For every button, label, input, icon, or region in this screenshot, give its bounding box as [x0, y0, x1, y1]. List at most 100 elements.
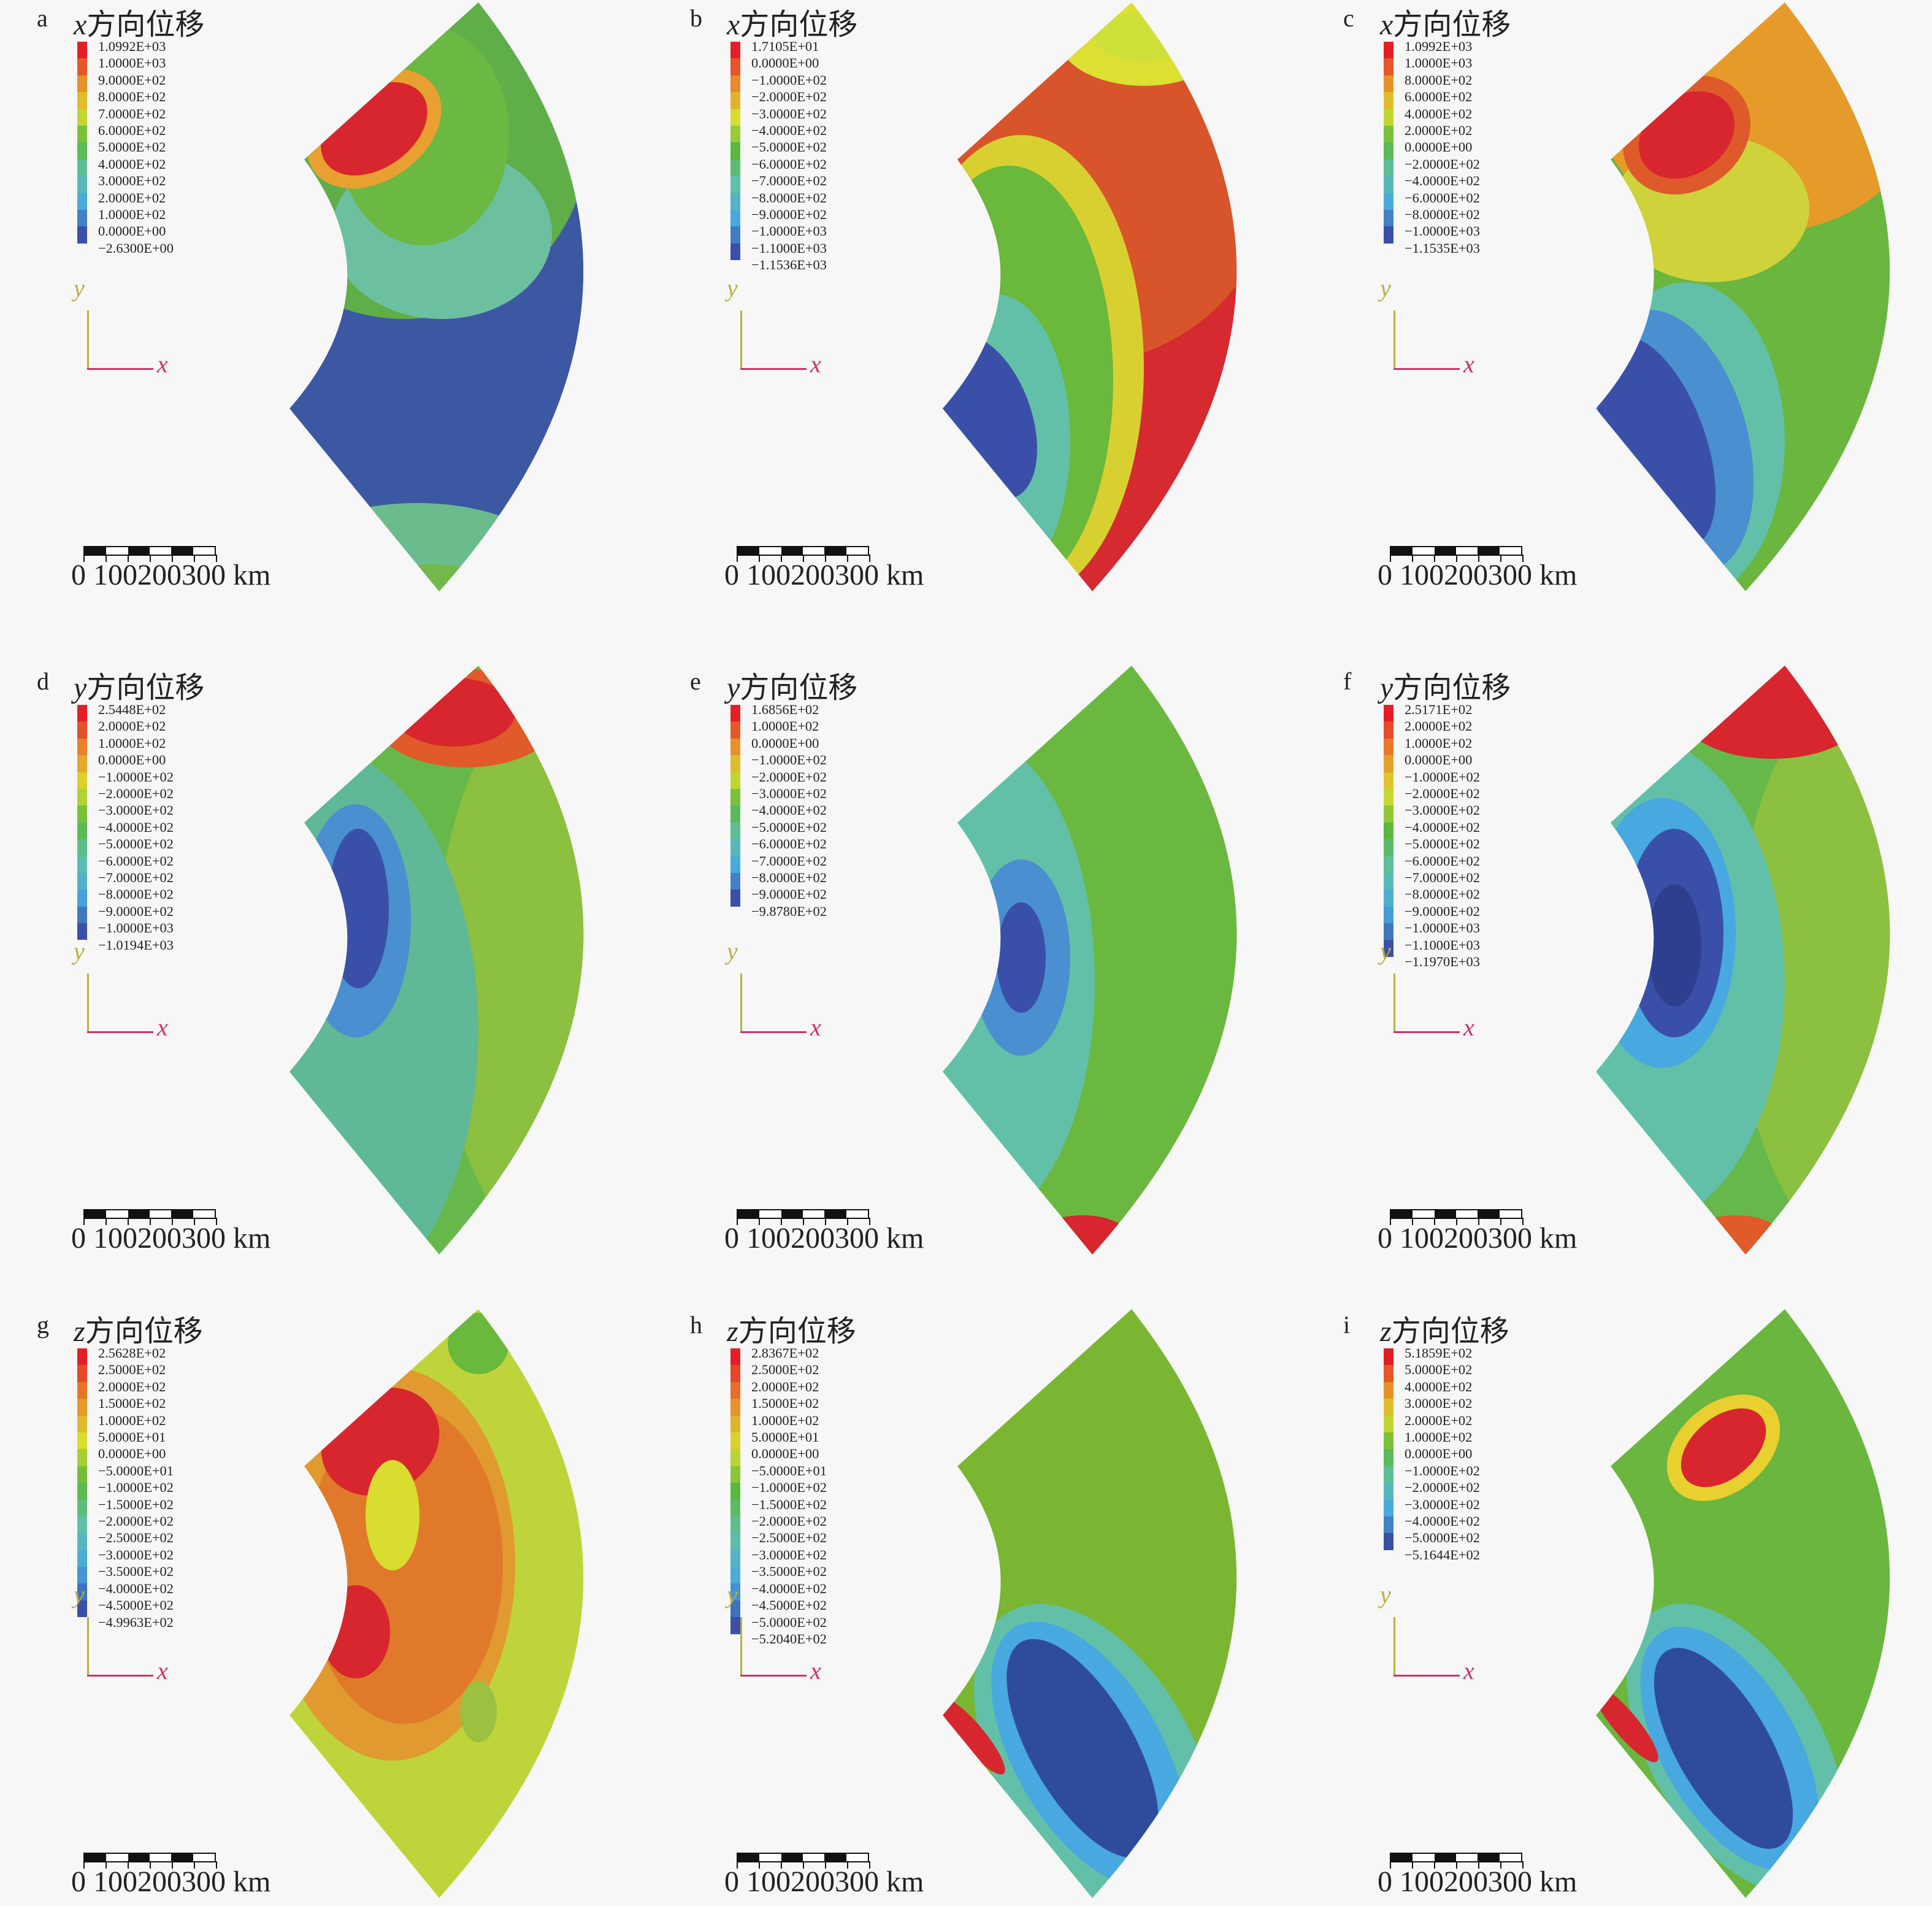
- panel-title: z方向位移: [727, 1307, 856, 1350]
- colorbar-labels: 1.0992E+03 1.0000E+03 9.0000E+02 8.0000E+02…: [98, 38, 174, 256]
- title-variable: x: [1380, 9, 1393, 41]
- colorbar-tick-label: −8.0000E+02: [751, 190, 827, 206]
- colorbar-segment: [77, 1583, 87, 1601]
- scale-bar-segment: [824, 1210, 846, 1218]
- scale-bar-tick-label: 0: [724, 559, 739, 591]
- scale-bar-tick: [781, 1218, 782, 1225]
- colorbar-segment: [730, 1483, 740, 1500]
- colorbar-tick-label: −3.5000E+02: [751, 1564, 827, 1580]
- axis-y-label: y: [74, 274, 85, 302]
- panel-c: c x方向位移 1.0992E+03 1.0000E+03 8.0000E+02 6.00…: [1306, 0, 1929, 598]
- colorbar-tick-label: 0.0000E+00: [751, 735, 819, 751]
- colorbar-tick-label: 4.0000E+02: [1405, 1378, 1473, 1394]
- scale-bar-ticks: [83, 1218, 217, 1225]
- colorbar-segment: [1384, 721, 1393, 739]
- colorbar-tick-label: −1.0000E+02: [1405, 1462, 1480, 1478]
- title-text: 方向位移: [86, 9, 205, 41]
- colorbar-tick-label: −3.5000E+02: [98, 1564, 174, 1580]
- colorbar-tick-label: −3.0000E+02: [1405, 1496, 1480, 1512]
- colorbar-tick-label: 4.0000E+02: [1405, 106, 1473, 121]
- colorbar-segment: [730, 772, 740, 789]
- scale-bar-tick: [847, 1861, 848, 1869]
- colorbar-segment: [730, 109, 740, 126]
- title-variable: x: [74, 9, 87, 41]
- colorbar-segment: [730, 705, 740, 722]
- colorbar-segment: [1384, 1483, 1393, 1500]
- colorbar-tick-label: −9.0000E+02: [98, 903, 174, 919]
- colorbar-segment: [77, 226, 87, 244]
- panel-title: y方向位移: [1380, 663, 1511, 706]
- scale-bar-unit: km: [1539, 559, 1577, 591]
- scale-bar-segment: [759, 1210, 781, 1218]
- scale-bar-tick: [759, 1218, 760, 1225]
- scale-bar-unit: km: [886, 559, 924, 591]
- colorbar-tick-label: 1.7105E+01: [751, 39, 819, 54]
- axis-y-label: y: [727, 274, 738, 302]
- scale-bar-segment: [85, 547, 107, 555]
- colorbar-tick-label: −4.0000E+02: [1405, 819, 1480, 835]
- colorbar: [1384, 42, 1393, 244]
- colorbar-tick-label: 3.0000E+02: [1405, 1396, 1473, 1412]
- scale-bar-tick: [1412, 1861, 1413, 1869]
- scale-bar-tick: [1390, 1218, 1391, 1225]
- contour-region: [1681, 1408, 1766, 1488]
- scale-bar-tick: [869, 1218, 870, 1225]
- axis-x-label: x: [157, 1013, 168, 1041]
- scale-bar-tick: [781, 555, 782, 562]
- scale-bar-segment: [846, 547, 868, 555]
- scale-bar-segment: [1455, 1210, 1478, 1218]
- colorbar-segment: [730, 42, 740, 59]
- colorbar-segment: [77, 58, 87, 75]
- colorbar-segment: [77, 1399, 87, 1416]
- scale-bar-ticks: [737, 1861, 870, 1869]
- colorbar: [77, 42, 87, 244]
- colorbar-segment: [1384, 805, 1393, 823]
- colorbar-tick-label: −3.0000E+02: [98, 802, 174, 818]
- scale-bar-tick-label: 100: [746, 1866, 791, 1898]
- colorbar-tick-label: −2.0000E+02: [751, 1513, 827, 1529]
- colorbar-segment: [77, 705, 87, 722]
- colorbar-segment: [730, 856, 740, 873]
- scale-bar-segment: [738, 1854, 760, 1861]
- colorbar-segment: [730, 755, 740, 772]
- colorbar-segment: [1384, 822, 1393, 840]
- scale-bar-tick: [1434, 1861, 1435, 1869]
- scale-bar-segment: [128, 547, 150, 555]
- panel-i: i z方向位移 5.1859E+02 5.0000E+02 4.0000E+02 3.00…: [1306, 1307, 1929, 1905]
- axis-x-line: [1393, 368, 1460, 370]
- axis-y-line: [87, 1617, 89, 1676]
- colorbar-segment: [730, 1381, 740, 1399]
- colorbar-tick-label: 2.5000E+02: [98, 1362, 166, 1378]
- colorbar-tick-label: −4.0000E+02: [98, 1580, 174, 1596]
- scale-bar-tick: [737, 1218, 738, 1225]
- colorbar-tick-label: 2.0000E+02: [1405, 718, 1473, 734]
- colorbar-tick-label: −6.0000E+02: [751, 156, 827, 172]
- contour-region: [393, 678, 515, 747]
- scale-bar-segment: [1434, 1210, 1456, 1218]
- colorbar-segment: [730, 822, 740, 840]
- colorbar-segment: [77, 176, 87, 193]
- axis-x-label: x: [810, 1657, 821, 1685]
- scale-bar: 0 100200300 km: [1378, 1850, 1682, 1904]
- colorbar-segment: [77, 721, 87, 739]
- colorbar-segment: [77, 125, 87, 143]
- scale-bar-tick: [1478, 555, 1479, 562]
- scale-bar-tick: [216, 1861, 217, 1869]
- colorbar-tick-label: −5.0000E+02: [1405, 1530, 1480, 1546]
- contour-region: [366, 1460, 420, 1570]
- colorbar-segment: [1384, 1499, 1393, 1516]
- colorbar-tick-label: −1.0000E+02: [751, 752, 827, 768]
- panel-e: e y方向位移 1.6856E+02 1.0000E+02 0.0000E+00 −1.0…: [653, 663, 1276, 1261]
- colorbar-segment: [1384, 1415, 1393, 1432]
- scale-bar-segment: [106, 547, 128, 555]
- colorbar-segment: [730, 209, 740, 227]
- scale-bar-tick-label: 200: [1444, 1866, 1488, 1898]
- title-variable: z: [727, 1315, 738, 1348]
- colorbar-segment: [77, 755, 87, 772]
- colorbar-segment: [730, 1567, 740, 1584]
- panel-label: i: [1343, 1311, 1351, 1339]
- colorbar-tick-label: −2.0000E+02: [1405, 156, 1480, 172]
- scale-bar-tick: [1478, 1218, 1479, 1225]
- colorbar-segment: [77, 209, 87, 227]
- colorbar-segment: [1384, 1533, 1393, 1550]
